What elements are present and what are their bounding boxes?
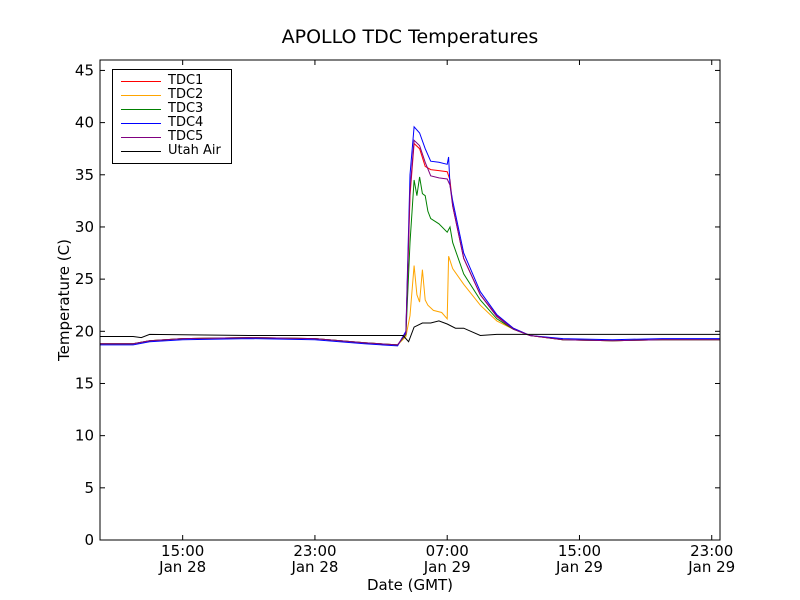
y-tick-label: 20: [75, 322, 94, 340]
legend-item-tdc2: TDC2: [121, 87, 231, 103]
legend-label: TDC2: [168, 87, 204, 102]
legend-swatch: [121, 123, 161, 124]
legend-swatch: [121, 109, 161, 110]
y-tick-label: 25: [75, 270, 94, 288]
legend-item-tdc3: TDC3: [121, 101, 231, 117]
legend-label: TDC5: [168, 129, 204, 144]
x-tick-label: 15:00 Jan 29: [555, 542, 603, 576]
y-axis-label: Temperature (C): [55, 239, 73, 361]
y-tick-label: 30: [75, 218, 94, 236]
y-tick-label: 5: [84, 479, 94, 497]
y-tick-label: 10: [75, 427, 94, 445]
legend-swatch: [121, 81, 161, 82]
y-tick-label: 35: [75, 166, 94, 184]
y-tick-label: 45: [75, 61, 94, 79]
y-tick-label: 15: [75, 374, 94, 392]
x-axis-label: Date (GMT): [366, 576, 454, 594]
x-tick-label: 15:00 Jan 28: [158, 542, 206, 576]
legend-swatch: [121, 95, 161, 96]
legend-item-tdc4: TDC4: [121, 115, 231, 131]
y-axis: 0 5 10 15 20 25 30 35 40 45: [75, 61, 720, 549]
series-line-tdc5: [100, 139, 720, 346]
legend-label: Utah Air: [168, 143, 221, 158]
plot-area: [100, 125, 720, 347]
series-line-tdc2: [100, 256, 720, 346]
legend-label: TDC4: [168, 115, 204, 130]
legend-label: TDC3: [168, 101, 204, 116]
plot-frame: [99, 59, 721, 541]
legend: TDC1 TDC2 TDC3 TDC4 TDC5 Utah Air: [112, 69, 232, 164]
x-tick-label: 07:00 Jan 29: [423, 542, 471, 576]
series-line-utah-air: [100, 320, 720, 343]
legend-item-tdc1: TDC1: [121, 73, 231, 89]
y-tick-label: 40: [75, 114, 94, 132]
legend-item-utah-air: Utah Air: [121, 143, 231, 159]
x-axis: 15:00 Jan 28 23:00 Jan 28 07:00 Jan 29 15:00 Ja…: [158, 60, 735, 576]
chart-title: APOLLO TDC Temperatures: [281, 26, 539, 48]
y-tick-label: 0: [84, 531, 94, 549]
x-tick-label: 23:00 Jan 29: [687, 542, 735, 576]
legend-swatch: [121, 151, 161, 152]
legend-item-tdc5: TDC5: [121, 129, 231, 145]
legend-swatch: [121, 137, 161, 138]
x-tick-label: 23:00 Jan 28: [290, 542, 338, 576]
legend-label: TDC1: [168, 73, 204, 88]
